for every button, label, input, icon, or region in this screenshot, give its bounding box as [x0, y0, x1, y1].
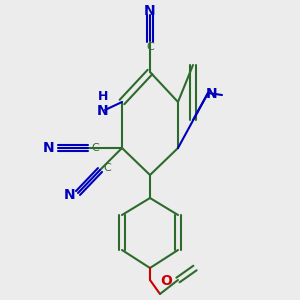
Text: N: N	[144, 4, 156, 18]
Text: C: C	[91, 143, 99, 153]
Text: N: N	[42, 141, 54, 155]
Text: N: N	[63, 188, 75, 202]
Text: N: N	[206, 87, 218, 101]
Text: H: H	[98, 91, 108, 103]
Text: N: N	[97, 104, 109, 118]
Text: C: C	[146, 42, 154, 52]
Text: C: C	[103, 163, 111, 173]
Text: O: O	[160, 274, 172, 288]
